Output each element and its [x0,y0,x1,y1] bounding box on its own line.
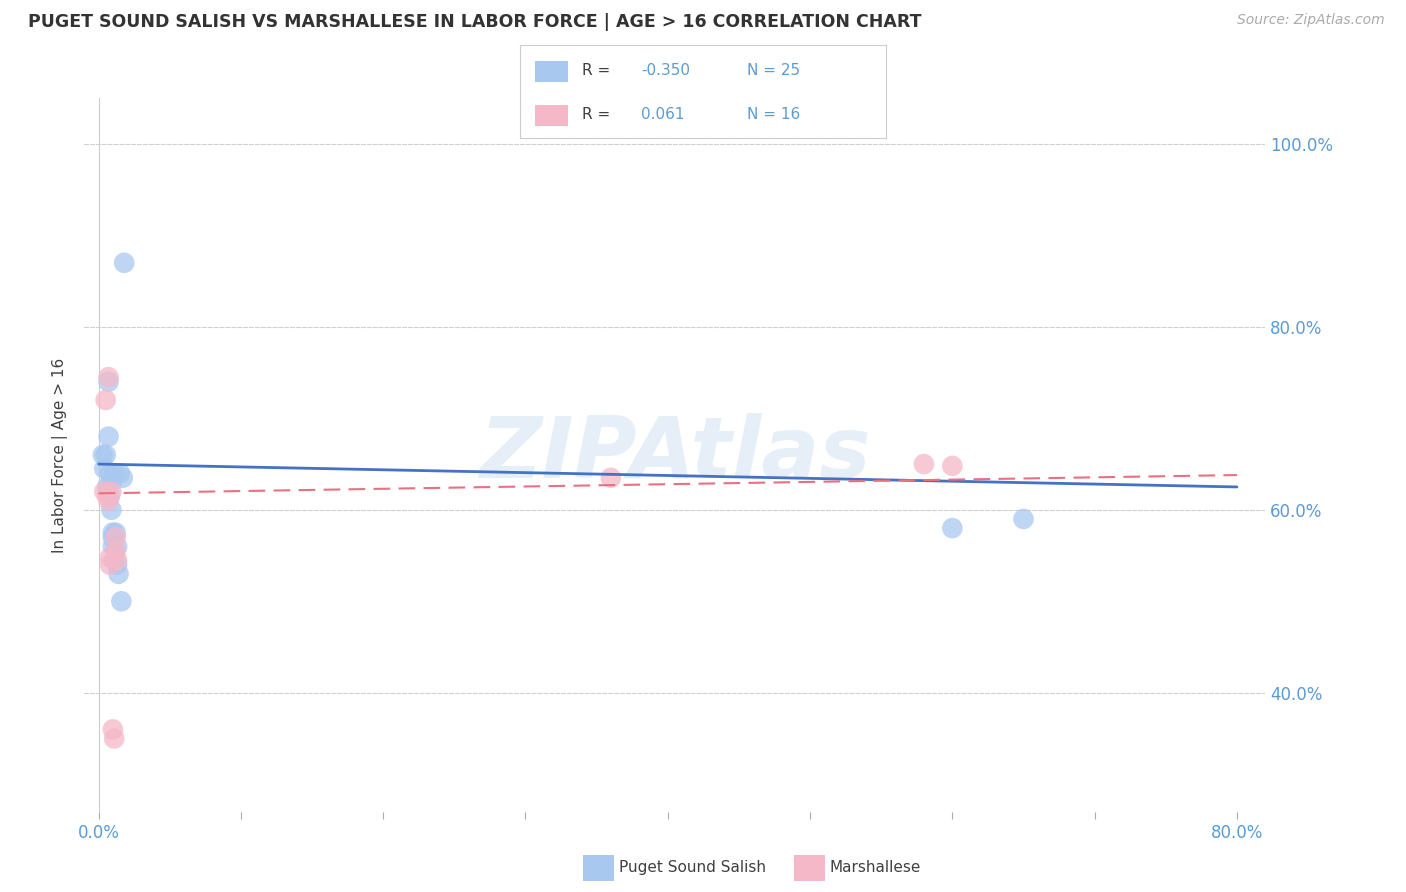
Text: Marshallese: Marshallese [830,861,921,875]
Text: -0.350: -0.350 [641,63,690,78]
Text: R =: R = [582,107,610,122]
Bar [534,62,568,82]
Text: Puget Sound Salish: Puget Sound Salish [619,861,766,875]
Point [941,458,963,473]
Point [941,521,963,535]
Point [599,471,621,485]
Point [105,558,128,572]
Point [96,480,118,494]
Point [96,489,118,503]
Text: PUGET SOUND SALISH VS MARSHALLESE IN LABOR FORCE | AGE > 16 CORRELATION CHART: PUGET SOUND SALISH VS MARSHALLESE IN LAB… [28,13,921,31]
Point [101,540,124,554]
Point [111,471,134,485]
Point [94,448,117,462]
Point [97,429,120,443]
Text: Source: ZipAtlas.com: Source: ZipAtlas.com [1237,13,1385,28]
Point [108,467,131,481]
Point [103,553,125,567]
Text: 0.061: 0.061 [641,107,685,122]
Point [103,467,125,481]
Point [91,448,114,462]
Point [98,558,121,572]
Point [98,550,121,565]
Text: N = 16: N = 16 [747,107,800,122]
Point [98,467,121,481]
Point [104,525,127,540]
Point [912,457,935,471]
Text: R =: R = [582,63,610,78]
Point [97,375,120,389]
Point [93,484,115,499]
Point [97,493,120,508]
Point [97,370,120,384]
Point [104,544,127,558]
Point [100,484,122,499]
Point [105,540,128,554]
Point [105,553,128,567]
Text: N = 25: N = 25 [747,63,800,78]
Point [107,566,129,581]
Point [94,392,117,407]
Point [100,503,122,517]
Point [1012,512,1035,526]
Point [101,530,124,544]
Point [101,525,124,540]
Point [103,731,125,746]
Point [110,594,132,608]
Y-axis label: In Labor Force | Age > 16: In Labor Force | Age > 16 [52,358,69,552]
Point [101,723,124,737]
Point [93,461,115,475]
Text: ZIPAtlas: ZIPAtlas [479,413,870,497]
Point [104,530,127,544]
Point [100,475,122,490]
Bar [534,105,568,126]
Point [98,489,121,503]
Point [112,256,135,270]
